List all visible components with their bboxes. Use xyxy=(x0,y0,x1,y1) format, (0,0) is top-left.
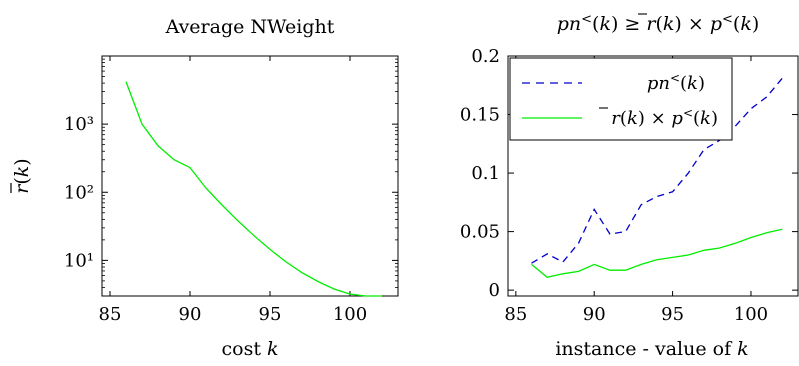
right-plot-frame xyxy=(507,55,799,297)
right-y-tick-label: 0.2 xyxy=(471,46,500,67)
right-x-tick-label: 100 xyxy=(734,304,768,325)
right-panel: pn<(k) ≥ r(k) × p<(k) 0 0.05 0.1 0.15 0.2 85… xyxy=(460,12,799,360)
legend-label-rp: r(k) × p<(k) xyxy=(599,106,718,129)
legend: pn<(k) r(k) × p<(k) xyxy=(509,57,733,141)
left-y-tick-label: 10² xyxy=(64,182,94,203)
svg-text:r(k) × p<(k): r(k) × p<(k) xyxy=(611,106,718,129)
right-series-line-0 xyxy=(531,77,783,264)
left-series-line-0 xyxy=(125,81,382,297)
left-x-tick-label: 100 xyxy=(333,304,367,325)
left-x-tick-label: 85 xyxy=(99,304,122,325)
left-series-layer xyxy=(125,81,382,297)
left-y-ticks: 10¹ 10² 10³ xyxy=(64,58,398,297)
right-y-tick-label: 0 xyxy=(489,280,500,301)
left-y-tick-label: 10¹ xyxy=(64,250,94,271)
left-y-tick-label: 10³ xyxy=(64,114,94,135)
legend-box xyxy=(509,57,733,141)
right-x-axis-label: instance - value of k xyxy=(555,338,748,360)
right-series-layer xyxy=(531,77,783,279)
left-x-ticks: 85 90 95 100 xyxy=(99,56,367,325)
left-y-axis-label: r(k) xyxy=(10,158,33,194)
left-x-tick-label: 90 xyxy=(179,304,202,325)
left-plot-frame xyxy=(101,55,399,297)
right-y-tick-label: 0.15 xyxy=(460,105,500,126)
left-x-axis-label: cost k xyxy=(221,338,278,360)
left-panel: Average NWeight 10¹ 10² 10³ 85 90 95 100 cost… xyxy=(10,16,399,360)
svg-text:pn<(k) ≥ r(k) × p<(k): pn<(k) ≥ r(k) × p<(k) xyxy=(557,12,760,35)
right-series-line-1 xyxy=(531,228,783,279)
legend-label-pn: pn<(k) xyxy=(647,71,705,94)
right-chart-title: pn<(k) ≥ r(k) × p<(k) xyxy=(557,12,760,35)
right-y-tick-label: 0.1 xyxy=(471,163,500,184)
right-x-tick-label: 90 xyxy=(583,304,606,325)
right-x-tick-label: 85 xyxy=(504,304,527,325)
right-y-ticks: 0 0.05 0.1 0.15 0.2 xyxy=(460,46,798,301)
left-chart-title: Average NWeight xyxy=(165,16,335,38)
right-x-ticks: 85 90 95 100 xyxy=(504,56,768,325)
right-y-tick-label: 0.05 xyxy=(460,222,500,243)
left-x-tick-label: 95 xyxy=(259,304,282,325)
svg-text:r(k): r(k) xyxy=(11,158,33,193)
right-x-tick-label: 95 xyxy=(661,304,684,325)
